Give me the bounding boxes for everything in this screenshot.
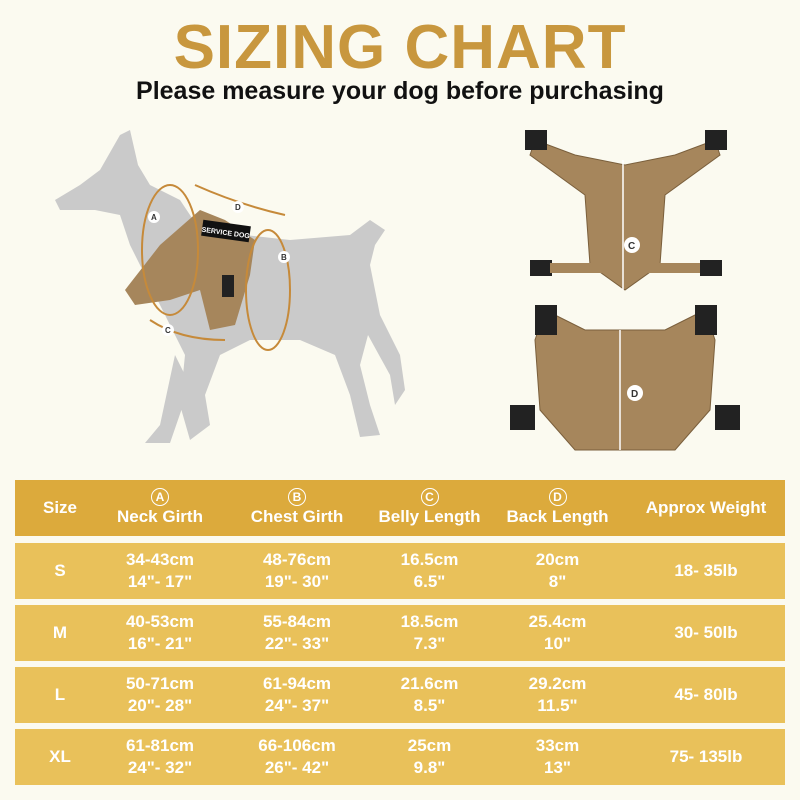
cell-size: L	[15, 667, 105, 723]
cell-value: S	[54, 561, 66, 580]
cell-value: 19"- 30"	[264, 572, 330, 591]
page-subtitle: Please measure your dog before purchasin…	[136, 77, 664, 105]
cell-value: 18- 35lb	[674, 561, 738, 580]
cell-value: 14"- 17"	[127, 572, 193, 591]
header-label: Approx Weight	[645, 498, 767, 517]
marker-d: D	[548, 488, 567, 506]
cell-size: XL	[15, 729, 105, 785]
cell-belly: 18.5cm 7.3"	[367, 605, 492, 661]
cell-value: 25cm	[407, 736, 452, 755]
cell-size: S	[15, 543, 105, 599]
cell-value: 8.5"	[413, 696, 446, 715]
header-neck: A Neck Girth	[105, 480, 215, 536]
cell-value: 13"	[544, 758, 571, 777]
label-c-top: C	[628, 241, 635, 252]
label-c: C	[165, 326, 171, 335]
header-label: Chest Girth	[250, 507, 344, 526]
cell-value: 7.3"	[413, 634, 446, 653]
cell-value: 33cm	[535, 736, 580, 755]
table-row: L 50-71cm 20"- 28" 61-94cm 24"- 37" 21.6cm 8.5…	[15, 667, 785, 723]
cell-value: 18.5cm	[400, 612, 459, 631]
cell-value: 34-43cm	[125, 550, 195, 569]
cell-value: 6.5"	[413, 572, 446, 591]
cell-chest: 55-84cm 22"- 33"	[237, 605, 357, 661]
cell-value: 16"- 21"	[127, 634, 193, 653]
cell-value: 22"- 33"	[264, 634, 330, 653]
table-row: XL 61-81cm 24"- 32" 66-106cm 26"- 42" 25cm 9.8…	[15, 729, 785, 785]
cell-chest: 66-106cm 26"- 42"	[237, 729, 357, 785]
table-row: M 40-53cm 16"- 21" 55-84cm 22"- 33" 18.5cm 7.3…	[15, 605, 785, 661]
cell-value: 24"- 37"	[264, 696, 330, 715]
cell-value: M	[52, 623, 68, 642]
header-size: Size	[15, 480, 105, 536]
cell-weight: 30- 50lb	[627, 605, 785, 661]
cell-value: 24"- 32"	[127, 758, 193, 777]
cell-chest: 48-76cm 19"- 30"	[237, 543, 357, 599]
cell-value: 61-81cm	[125, 736, 195, 755]
marker-a: A	[151, 488, 169, 506]
marker-b: B	[288, 488, 306, 506]
cell-value: 48-76cm	[262, 550, 332, 569]
cell-back: 29.2cm 11.5"	[495, 667, 620, 723]
cell-value: XL	[49, 747, 71, 766]
harness-vest-view: D	[510, 305, 740, 451]
cell-value: 16.5cm	[400, 550, 459, 569]
cell-value: 45- 80lb	[674, 685, 738, 704]
dog-harness-diagram: SERVICE DOG A B C D	[55, 130, 405, 443]
cell-value: 30- 50lb	[674, 623, 738, 642]
cell-value: 9.8"	[413, 758, 446, 777]
cell-back: 33cm 13"	[495, 729, 620, 785]
cell-size: M	[15, 605, 105, 661]
page-title: SIZING CHART	[173, 13, 627, 82]
cell-value: 61-94cm	[262, 674, 332, 693]
measurement-arrows	[141, 184, 291, 351]
cell-value: 11.5"	[537, 696, 578, 715]
cell-neck: 50-71cm 20"- 28"	[105, 667, 215, 723]
label-a: A	[151, 213, 157, 222]
header-belly: C Belly Length	[367, 480, 492, 536]
cell-back: 20cm 8"	[495, 543, 620, 599]
cell-value: L	[54, 685, 66, 704]
header-label: Size	[42, 498, 78, 517]
cell-value: 55-84cm	[262, 612, 332, 631]
cell-value: 8"	[548, 572, 567, 591]
cell-value: 20cm	[535, 550, 580, 569]
cell-value: 21.6cm	[400, 674, 459, 693]
cell-value: 26"- 42"	[264, 758, 330, 777]
cell-belly: 16.5cm 6.5"	[367, 543, 492, 599]
cell-value: 10"	[544, 634, 571, 653]
label-b: B	[281, 253, 287, 262]
label-d-vest: D	[631, 389, 638, 400]
header-label: Back Length	[506, 507, 609, 526]
cell-weight: 75- 135lb	[627, 729, 785, 785]
cell-value: 75- 135lb	[669, 747, 743, 766]
cell-back: 25.4cm 10"	[495, 605, 620, 661]
cell-weight: 18- 35lb	[627, 543, 785, 599]
cell-neck: 61-81cm 24"- 32"	[105, 729, 215, 785]
header-weight: Approx Weight	[627, 480, 785, 536]
header-label: Neck Girth	[117, 507, 203, 526]
cell-neck: 34-43cm 14"- 17"	[105, 543, 215, 599]
cell-weight: 45- 80lb	[627, 667, 785, 723]
cell-belly: 21.6cm 8.5"	[367, 667, 492, 723]
cell-neck: 40-53cm 16"- 21"	[105, 605, 215, 661]
header-chest: B Chest Girth	[237, 480, 357, 536]
harness: SERVICE DOG	[125, 210, 255, 330]
cell-value: 50-71cm	[125, 674, 195, 693]
cell-chest: 61-94cm 24"- 37"	[237, 667, 357, 723]
harness-top-view: C	[525, 130, 727, 291]
cell-belly: 25cm 9.8"	[367, 729, 492, 785]
marker-c: C	[420, 488, 439, 506]
table-row: S 34-43cm 14"- 17" 48-76cm 19"- 30" 16.5cm 6.5…	[15, 543, 785, 599]
header-label: Belly Length	[378, 507, 481, 526]
cell-value: 25.4cm	[528, 612, 587, 631]
cell-value: 29.2cm	[528, 674, 587, 693]
label-d: D	[235, 203, 241, 212]
cell-value: 66-106cm	[258, 736, 336, 755]
cell-value: 40-53cm	[125, 612, 195, 631]
header-back: D Back Length	[495, 480, 620, 536]
cell-value: 20"- 28"	[127, 696, 193, 715]
table-header: Size A Neck Girth B Chest Girth C Belly Len…	[15, 480, 785, 536]
